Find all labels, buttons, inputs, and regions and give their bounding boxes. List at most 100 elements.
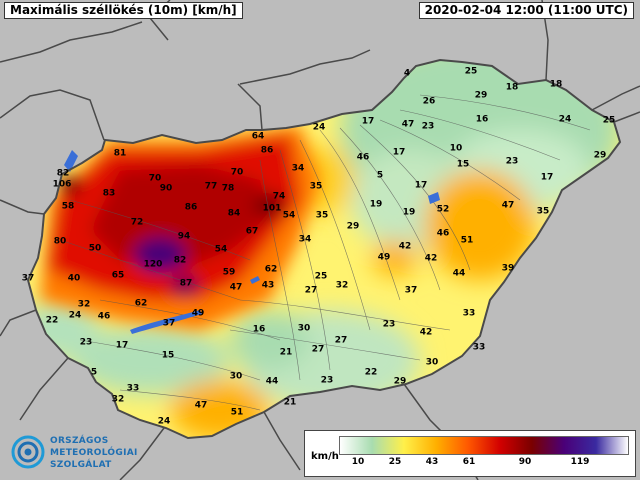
station-value: 39	[502, 264, 515, 274]
station-value: 49	[192, 309, 205, 319]
station-value: 51	[231, 408, 244, 418]
station-value: 44	[266, 377, 279, 387]
station-value: 49	[378, 253, 391, 263]
station-value: 70	[231, 168, 244, 178]
station-value: 4	[404, 69, 410, 79]
station-value: 78	[222, 184, 235, 194]
logo-line-2: METEOROLÓGIAI	[50, 448, 138, 458]
station-value: 25	[465, 67, 478, 77]
station-value: 34	[292, 164, 305, 174]
station-value: 81	[114, 149, 127, 159]
station-value: 46	[357, 153, 370, 163]
legend-tick: 25	[388, 457, 402, 467]
station-value: 17	[541, 173, 554, 183]
station-value: 29	[475, 91, 488, 101]
station-value: 35	[310, 182, 323, 192]
station-value: 24	[158, 417, 171, 427]
station-value: 82	[174, 256, 187, 266]
omsz-logo: ORSZÁGOS METEOROLÓGIAI SZOLGÁLAT	[10, 430, 137, 476]
station-value: 18	[506, 83, 519, 93]
station-value: 25	[315, 272, 328, 282]
station-value: 23	[383, 320, 396, 330]
station-value: 42	[425, 254, 438, 264]
station-value: 32	[78, 300, 91, 310]
station-value: 50	[89, 244, 102, 254]
station-value: 46	[437, 229, 450, 239]
station-value: 29	[394, 377, 407, 387]
station-value: 33	[463, 309, 476, 319]
legend-tick: 10	[351, 457, 365, 467]
station-value: 106	[53, 180, 72, 190]
station-value: 5	[377, 171, 383, 181]
station-value: 43	[262, 281, 275, 291]
station-value: 21	[284, 398, 297, 408]
station-value: 27	[335, 336, 348, 346]
station-value: 59	[223, 268, 236, 278]
station-value: 51	[461, 236, 474, 246]
streamlines	[59, 94, 591, 411]
station-value: 62	[265, 265, 278, 275]
station-value: 22	[365, 368, 378, 378]
station-value: 18	[550, 80, 563, 90]
station-value: 15	[162, 351, 175, 361]
lakes	[64, 150, 440, 334]
station-value: 24	[69, 311, 82, 321]
station-value: 37	[22, 274, 35, 284]
color-legend: km/h 10 25 43 61 90 119	[304, 430, 636, 477]
station-value: 27	[312, 345, 325, 355]
station-value: 24	[559, 115, 572, 125]
station-value: 40	[68, 274, 81, 284]
station-value: 70	[149, 174, 162, 184]
logo-line-1: ORSZÁGOS	[50, 436, 109, 446]
station-value: 25	[603, 116, 616, 126]
station-value: 62	[135, 299, 148, 309]
station-value: 82	[57, 169, 70, 179]
station-value: 86	[261, 146, 274, 156]
omsz-logo-icon	[11, 435, 45, 469]
station-value: 65	[112, 271, 125, 281]
station-value: 35	[537, 207, 550, 217]
station-value: 34	[299, 235, 312, 245]
station-value: 16	[253, 325, 266, 335]
station-value: 17	[362, 117, 375, 127]
station-value: 23	[321, 376, 334, 386]
station-value: 42	[399, 242, 412, 252]
station-value: 72	[131, 218, 144, 228]
station-value: 94	[178, 232, 191, 242]
station-value: 23	[422, 122, 435, 132]
station-value: 64	[252, 132, 265, 142]
station-value: 33	[473, 343, 486, 353]
station-value: 74	[273, 192, 286, 202]
legend-color-bar	[339, 436, 629, 455]
station-value: 29	[347, 222, 360, 232]
station-value: 67	[246, 227, 259, 237]
lake-balaton	[130, 310, 202, 334]
station-value: 58	[62, 202, 75, 212]
legend-unit: km/h	[311, 451, 339, 462]
lake-velence	[250, 276, 260, 284]
station-value: 54	[215, 245, 228, 255]
legend-tick: 119	[570, 457, 590, 467]
station-value: 21	[280, 348, 293, 358]
station-value: 26	[423, 97, 436, 107]
station-value: 86	[185, 203, 198, 213]
map-datetime: 2020-02-04 12:00 (11:00 UTC)	[418, 2, 634, 19]
station-value: 42	[420, 328, 433, 338]
station-value: 17	[415, 181, 428, 191]
station-value: 84	[228, 209, 241, 219]
station-value: 30	[426, 358, 439, 368]
station-value: 30	[230, 372, 243, 382]
lake-ferto	[64, 150, 78, 172]
station-value: 24	[313, 123, 326, 133]
station-value: 47	[502, 201, 515, 211]
hungary-border	[26, 58, 622, 440]
station-value: 10	[450, 144, 463, 154]
station-value: 30	[298, 324, 311, 334]
legend-tick: 43	[425, 457, 439, 467]
logo-line-3: SZOLGÁLAT	[50, 460, 112, 470]
station-value: 44	[453, 269, 466, 279]
station-value: 29	[594, 151, 607, 161]
